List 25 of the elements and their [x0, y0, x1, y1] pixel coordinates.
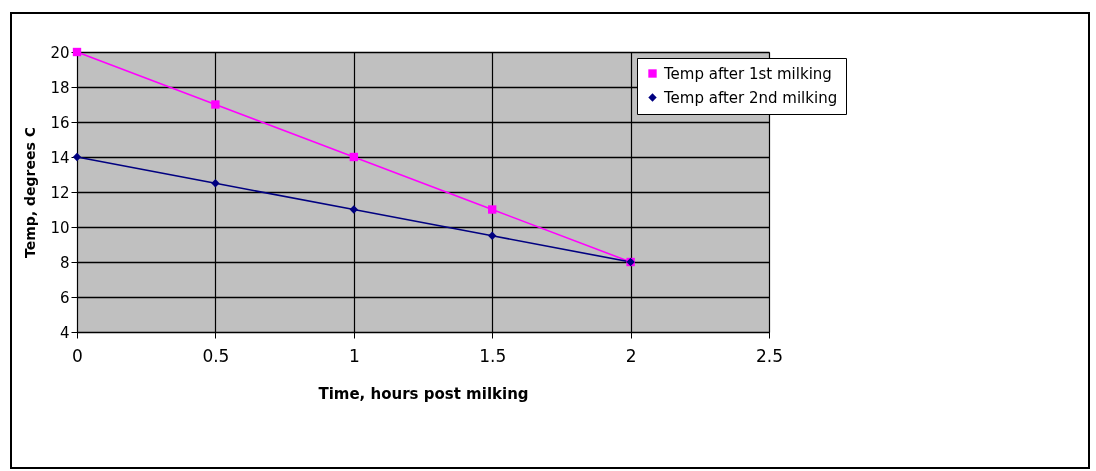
- point: [211, 179, 220, 188]
- legend-label: Temp after 1st milking: [663, 64, 832, 83]
- y-tick-label: 18: [50, 78, 70, 97]
- point: [488, 205, 497, 214]
- x-axis-title: Time, hours post milking: [318, 384, 529, 403]
- x-tick-label: 1.5: [479, 345, 507, 366]
- y-tick-label: 4: [59, 323, 70, 342]
- y-axis-title: Temp, degrees C: [22, 127, 39, 258]
- point: [349, 152, 358, 162]
- y-tick-label: 12: [50, 183, 70, 202]
- y-tick-label: 6: [59, 288, 70, 307]
- point: [349, 205, 358, 214]
- y-tick-label: 14: [50, 148, 70, 167]
- x-tick-label: 0.5: [202, 345, 230, 366]
- x-tick-label: 0: [72, 345, 83, 366]
- x-tick-label: 2: [625, 345, 637, 366]
- point: [211, 100, 220, 109]
- x-tick-label: 1: [348, 345, 360, 366]
- y-tick-label: 16: [50, 113, 70, 132]
- point: [488, 231, 497, 240]
- x-tick-label: 2.5: [755, 345, 784, 366]
- legend-label: Temp after 2nd milking: [663, 88, 838, 107]
- y-tick-label: 10: [50, 218, 70, 237]
- y-tick-label: 20: [50, 43, 70, 62]
- y-tick-label: 8: [59, 253, 70, 272]
